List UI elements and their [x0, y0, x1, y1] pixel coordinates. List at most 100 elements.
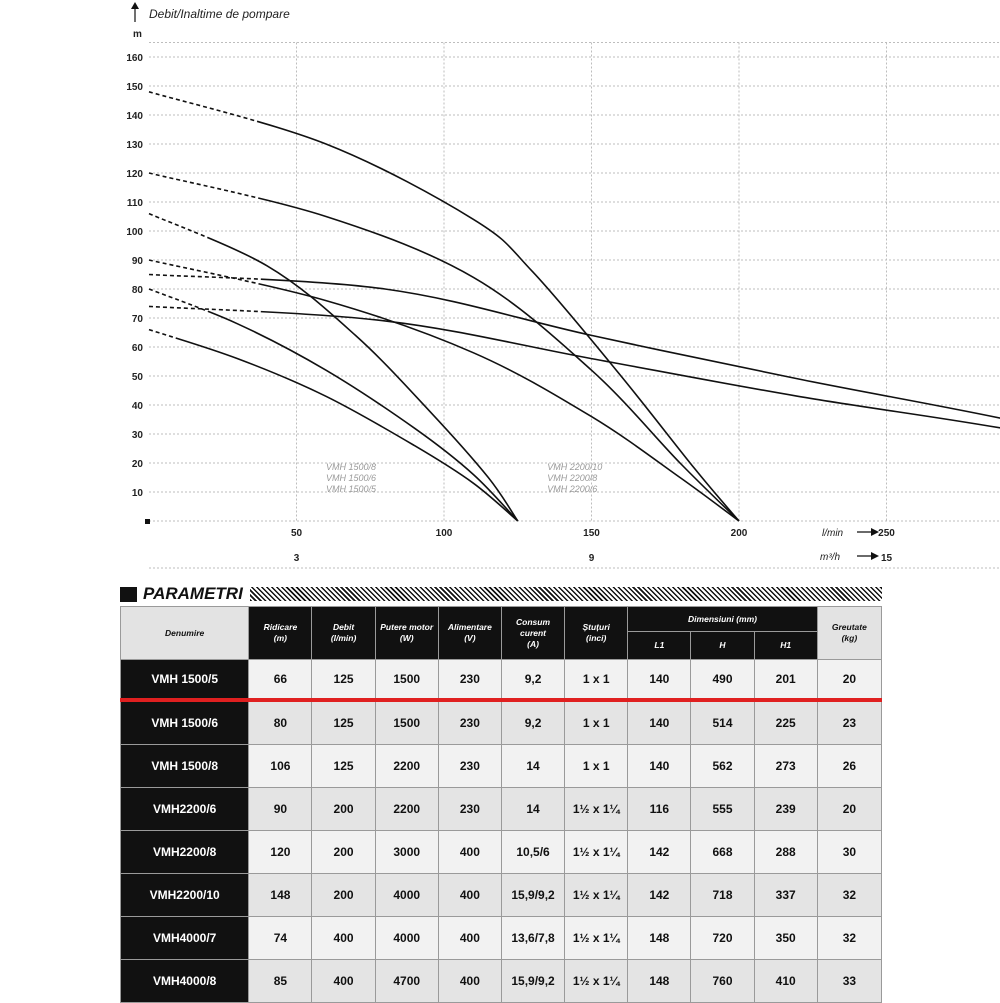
cell-h: 562	[690, 744, 755, 788]
row-name: VMH2200/8	[119, 830, 250, 874]
x2-tick-label: 9	[589, 553, 595, 564]
cell-h1: 239	[753, 787, 818, 831]
cell-debit: 200	[311, 830, 376, 874]
cell-greutate: 20	[816, 787, 883, 831]
y-tick-label: 80	[132, 285, 144, 296]
header-ridicare: Ridicare (m)	[248, 606, 313, 660]
y-tick-label: 10	[132, 488, 144, 499]
curve-label: VMH 1500/8	[326, 462, 376, 472]
series-line-vmh2200-6	[148, 259, 740, 522]
header-name: Denumire	[119, 606, 250, 660]
curve-label: VMH 1500/6	[326, 473, 376, 483]
cell-ridicare: 106	[248, 744, 313, 788]
cell-l1: 140	[627, 699, 692, 745]
cell-debit: 200	[311, 873, 376, 917]
cell-h1: 350	[753, 916, 818, 960]
series-line-vmh2200-8	[148, 172, 740, 522]
cell-stuturi: 1 x 1	[564, 659, 629, 702]
cell-debit: 400	[311, 959, 376, 1003]
cell-debit: 400	[311, 916, 376, 960]
curve-label: VMH 1500/5	[326, 484, 377, 494]
y-tick-label: 150	[126, 82, 143, 93]
series-line-vmh2200-10	[148, 91, 740, 522]
x-arrow-head	[871, 528, 879, 536]
y-tick-label: 120	[126, 169, 143, 180]
y-tick-label: 140	[126, 111, 143, 122]
x-tick-label: 250	[878, 528, 895, 539]
header-greutate: Greutate (kg)	[816, 606, 883, 660]
cell-putere: 2200	[374, 744, 439, 788]
y-arrow-head	[131, 2, 139, 9]
row-name: VMH 1500/5	[119, 659, 250, 702]
cell-greutate: 32	[816, 873, 883, 917]
cell-h: 718	[690, 873, 755, 917]
cell-greutate: 32	[816, 916, 883, 960]
row-name: VMH4000/8	[119, 959, 250, 1003]
y-tick-label: 60	[132, 343, 144, 354]
row-name: VMH 1500/6	[119, 699, 250, 745]
cell-l1: 116	[627, 787, 692, 831]
cell-l1: 148	[627, 959, 692, 1003]
cell-debit: 125	[311, 699, 376, 745]
cell-ridicare: 74	[248, 916, 313, 960]
cell-stuturi: 1½ x 1¼	[564, 916, 629, 960]
cell-ridicare: 66	[248, 659, 313, 702]
cell-h: 668	[690, 830, 755, 874]
cell-consum: 15,9/9,2	[500, 873, 566, 917]
table-row: VMH2200/10 148 200 4000 400 15,9/9,2 1½ …	[119, 873, 883, 917]
series-line-vmh4000-7	[148, 305, 1000, 429]
cell-ridicare: 85	[248, 959, 313, 1003]
section-marker	[120, 587, 137, 602]
table-row: VMH 1500/8 106 125 2200 230 14 1 x 1 140…	[119, 744, 883, 788]
header-h1: H1	[753, 631, 818, 660]
section-title: PARAMETRI	[143, 584, 243, 603]
cell-greutate: 26	[816, 744, 883, 788]
cell-consum: 14	[500, 744, 566, 788]
cell-greutate: 33	[816, 959, 883, 1003]
table-row: VMH4000/7 74 400 4000 400 13,6/7,8 1½ x …	[119, 916, 883, 960]
table-row: VMH2200/6 90 200 2200 230 14 1½ x 1¼ 116…	[119, 787, 883, 831]
cell-l1: 140	[627, 744, 692, 788]
cell-stuturi: 1½ x 1¼	[564, 959, 629, 1003]
x-axis-unit: l/min	[822, 528, 844, 539]
y-axis-title: Debit/Inaltime de pompare	[149, 7, 290, 21]
cell-h: 514	[690, 699, 755, 745]
curve-label: VMH 2200/6	[547, 484, 597, 494]
cell-h: 760	[690, 959, 755, 1003]
cell-alimentare: 400	[437, 830, 502, 874]
cell-greutate: 23	[816, 699, 883, 745]
cell-h: 555	[690, 787, 755, 831]
header-h: H	[690, 631, 755, 660]
cell-h1: 337	[753, 873, 818, 917]
cell-alimentare: 230	[437, 787, 502, 831]
cell-l1: 142	[627, 830, 692, 874]
header-debit: Debit (l/min)	[311, 606, 376, 660]
cell-putere: 1500	[374, 699, 439, 745]
parameters-section-header: PARAMETRI	[120, 585, 882, 603]
header-putere: Putere motor (W)	[374, 606, 439, 660]
cell-stuturi: 1½ x 1¼	[564, 873, 629, 917]
cell-h1: 225	[753, 699, 818, 745]
curve-label: VMH 2200/8	[547, 473, 597, 483]
cell-consum: 15,9/9,2	[500, 959, 566, 1003]
cell-greutate: 20	[816, 659, 883, 702]
cell-alimentare: 230	[437, 744, 502, 788]
cell-putere: 3000	[374, 830, 439, 874]
y-tick-label: 40	[132, 401, 144, 412]
series-line-vmh-1500-6	[148, 288, 519, 522]
x-tick-label: 200	[731, 528, 748, 539]
x-tick-label: 50	[291, 528, 303, 539]
cell-ridicare: 90	[248, 787, 313, 831]
x2-tick-label: 15	[881, 553, 893, 564]
cell-l1: 140	[627, 659, 692, 702]
cell-consum: 10,5/6	[500, 830, 566, 874]
row-name: VMH4000/7	[119, 916, 250, 960]
x2-arrow-head	[871, 552, 879, 560]
table-row: VMH2200/8 120 200 3000 400 10,5/6 1½ x 1…	[119, 830, 883, 874]
y-tick-label: 70	[132, 314, 144, 325]
row-name: VMH2200/6	[119, 787, 250, 831]
cell-l1: 148	[627, 916, 692, 960]
y-tick-label: 160	[126, 53, 143, 64]
cell-alimentare: 230	[437, 699, 502, 745]
y-tick-label: 90	[132, 256, 144, 267]
